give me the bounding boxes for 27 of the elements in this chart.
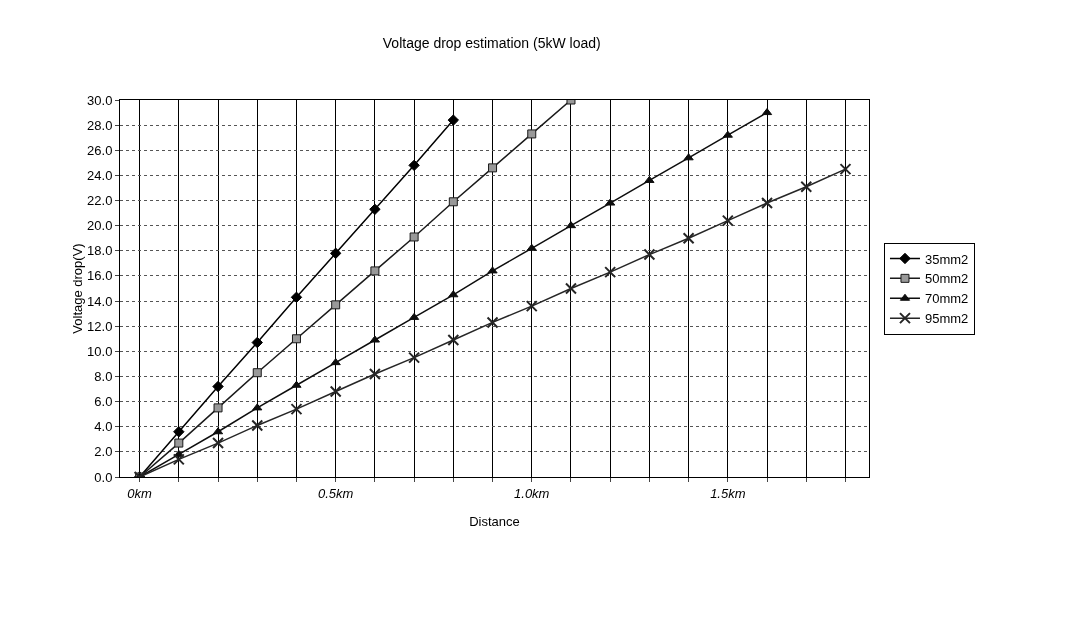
y-tick-label: 16.0 [87, 268, 113, 284]
y-tick-label: 18.0 [87, 243, 113, 259]
y-tick-label: 2.0 [94, 444, 113, 460]
y-tick-label: 12.0 [87, 318, 113, 334]
x-axis-title: Distance [469, 514, 520, 529]
y-tick-label: 14.0 [87, 293, 113, 309]
y-tick-label: 20.0 [87, 218, 113, 234]
x-tick-label: 1.5km [710, 485, 746, 501]
y-tick-label: 28.0 [87, 117, 113, 133]
legend-label: 35mm2 [924, 251, 969, 267]
y-tick-label: 8.0 [94, 369, 113, 385]
legend-label: 70mm2 [924, 291, 969, 307]
x-tick-label: 1.0km [514, 485, 550, 501]
chart-title: Voltage drop estimation (5kW load) [382, 35, 601, 52]
y-axis-title: Voltage drop(V) [70, 243, 86, 334]
y-tick-label: 10.0 [87, 343, 113, 359]
y-tick-label: 4.0 [94, 419, 113, 435]
y-tick-label: 22.0 [87, 193, 113, 209]
y-tick-label: 0.0 [94, 469, 113, 485]
x-tick-label: 0.5km [317, 485, 354, 501]
x-tick-label: 0km [127, 485, 153, 501]
y-tick-label: 26.0 [87, 142, 113, 158]
y-tick-label: 30.0 [87, 92, 113, 108]
y-tick-label: 6.0 [94, 394, 113, 410]
legend-label: 95mm2 [924, 311, 969, 327]
legend-label: 50mm2 [924, 271, 969, 287]
y-tick-label: 24.0 [87, 167, 113, 183]
